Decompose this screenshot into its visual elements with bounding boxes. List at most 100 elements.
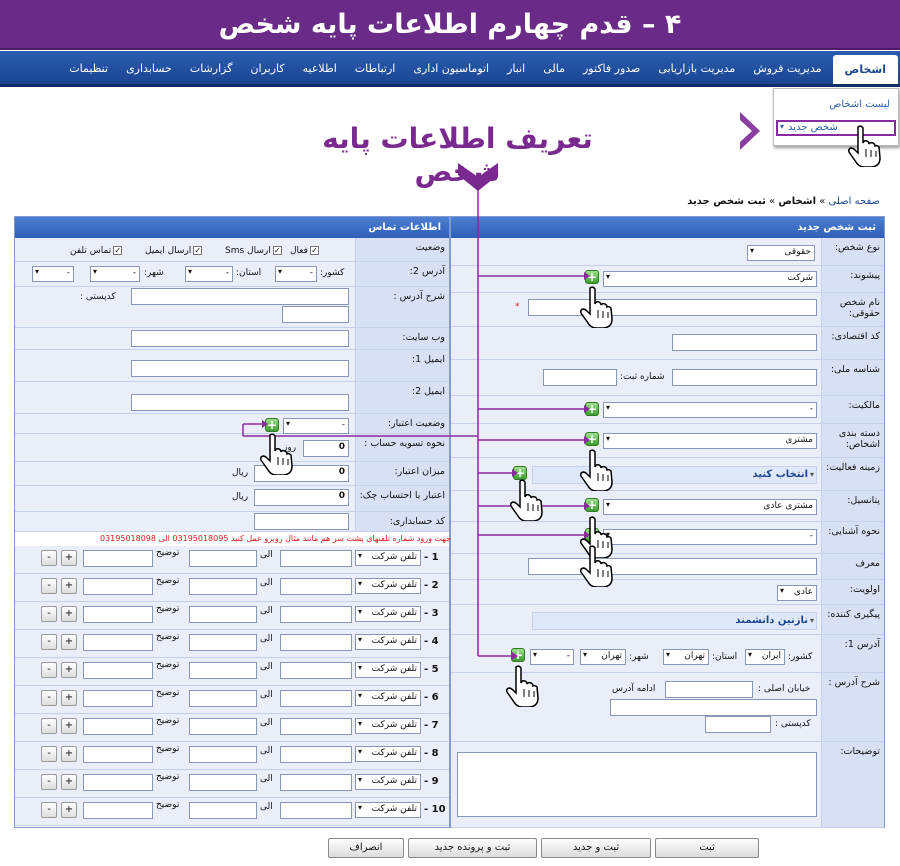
phone-type-select[interactable]: تلفن شرکت xyxy=(355,802,421,818)
referrer-input[interactable] xyxy=(528,558,817,575)
add-category-icon[interactable]: + xyxy=(585,432,599,446)
priority-select[interactable]: عادی xyxy=(777,585,817,601)
checkbox-active[interactable]: ✓فعال xyxy=(290,246,319,256)
phone-number-input[interactable] xyxy=(280,578,352,595)
postal-code-input[interactable] xyxy=(282,306,349,323)
province-select[interactable]: - xyxy=(185,266,233,282)
save-new-button[interactable]: ثبت و جدید xyxy=(541,838,651,858)
district-select[interactable]: - xyxy=(530,649,574,665)
phone-type-select[interactable]: تلفن شرکت xyxy=(355,662,421,678)
notes-textarea[interactable] xyxy=(457,752,817,817)
add-phone-button[interactable]: + xyxy=(61,690,77,706)
checkbox-sms[interactable]: ✓ارسال Sms xyxy=(225,246,282,256)
phone-to-input[interactable] xyxy=(189,690,257,707)
phone-to-input[interactable] xyxy=(189,634,257,651)
postal-code-input[interactable] xyxy=(705,716,771,733)
phone-type-select[interactable]: تلفن شرکت xyxy=(355,718,421,734)
menu-item-new-person[interactable]: شخص جدید xyxy=(776,120,896,136)
phone-desc-input[interactable] xyxy=(83,662,153,679)
activity-picker[interactable]: انتخاب کنید xyxy=(532,466,817,484)
nav-item-4[interactable]: مالی xyxy=(543,62,565,75)
add-activity-icon[interactable]: + xyxy=(513,466,527,480)
potential-select[interactable]: مشتری عادی xyxy=(603,499,817,515)
remove-phone-button[interactable]: - xyxy=(41,718,57,734)
phone-number-input[interactable] xyxy=(280,662,352,679)
address-desc-input[interactable] xyxy=(131,288,349,305)
add-phone-button[interactable]: + xyxy=(61,578,77,594)
email2-input[interactable] xyxy=(131,394,349,411)
nav-item-9[interactable]: کاربران xyxy=(250,62,285,75)
check-credit-input[interactable]: 0 xyxy=(254,489,349,506)
phone-type-select[interactable]: تلفن شرکت xyxy=(355,774,421,790)
legal-name-input[interactable] xyxy=(528,299,817,316)
nav-item-10[interactable]: گزارشات xyxy=(189,62,233,75)
phone-to-input[interactable] xyxy=(189,578,257,595)
economic-code-input[interactable] xyxy=(672,334,817,351)
phone-desc-input[interactable] xyxy=(83,746,153,763)
nav-item-6[interactable]: اتوماسیون اداری xyxy=(413,62,490,75)
save-button[interactable]: ثبت xyxy=(655,838,759,858)
phone-to-input[interactable] xyxy=(189,662,257,679)
phone-number-input[interactable] xyxy=(280,690,352,707)
settlement-days-input[interactable]: 0 xyxy=(303,440,349,457)
menu-item-people-list[interactable]: لیست اشخاص xyxy=(829,99,890,110)
nav-item-3[interactable]: صدور فاکتور xyxy=(583,62,641,75)
phone-number-input[interactable] xyxy=(280,746,352,763)
add-phone-button[interactable]: + xyxy=(61,718,77,734)
acquaint-select[interactable]: - xyxy=(603,529,817,545)
country-select[interactable]: ایران xyxy=(745,649,785,665)
phone-desc-input[interactable] xyxy=(83,774,153,791)
national-id-input[interactable] xyxy=(672,369,817,386)
nav-item-5[interactable]: انبار xyxy=(507,62,526,75)
email1-input[interactable] xyxy=(131,360,349,377)
credit-status-select[interactable]: - xyxy=(283,418,349,434)
phone-to-input[interactable] xyxy=(189,746,257,763)
follower-picker[interactable]: نازنین دانشمند xyxy=(532,612,817,630)
website-input[interactable] xyxy=(131,330,349,347)
remove-phone-button[interactable]: - xyxy=(41,690,57,706)
checkbox-email[interactable]: ✓ارسال ایمیل xyxy=(145,246,203,256)
phone-number-input[interactable] xyxy=(280,606,352,623)
category-select[interactable]: مشتری xyxy=(603,433,817,449)
main-street-input[interactable] xyxy=(665,681,753,698)
phone-number-input[interactable] xyxy=(280,802,352,819)
add-phone-button[interactable]: + xyxy=(61,550,77,566)
save-new-file-button[interactable]: ثبت و پرونده جدید xyxy=(408,838,537,858)
district-select[interactable]: - xyxy=(32,266,74,282)
prefix-select[interactable]: شرکت xyxy=(603,271,817,287)
add-phone-button[interactable]: + xyxy=(61,662,77,678)
phone-desc-input[interactable] xyxy=(83,550,153,567)
phone-to-input[interactable] xyxy=(189,774,257,791)
phone-to-input[interactable] xyxy=(189,718,257,735)
nav-item-1[interactable]: مدیریت فروش xyxy=(753,62,822,75)
breadcrumb-people[interactable]: اشخاص xyxy=(778,196,817,207)
add-phone-button[interactable]: + xyxy=(61,634,77,650)
phone-type-select[interactable]: تلفن شرکت xyxy=(355,606,421,622)
reg-number-input[interactable] xyxy=(543,369,617,386)
remove-phone-button[interactable]: - xyxy=(41,802,57,818)
phone-desc-input[interactable] xyxy=(83,690,153,707)
ownership-select[interactable]: - xyxy=(603,402,817,418)
breadcrumb-home[interactable]: صفحه اصلی xyxy=(828,196,880,207)
add-phone-button[interactable]: + xyxy=(61,746,77,762)
phone-desc-input[interactable] xyxy=(83,718,153,735)
country-select[interactable]: - xyxy=(275,266,317,282)
checkbox-phone[interactable]: ✓تماس تلفن xyxy=(70,246,123,256)
phone-number-input[interactable] xyxy=(280,774,352,791)
phone-desc-input[interactable] xyxy=(83,634,153,651)
phone-to-input[interactable] xyxy=(189,550,257,567)
nav-item-7[interactable]: ارتباطات xyxy=(354,62,396,75)
remove-phone-button[interactable]: - xyxy=(41,662,57,678)
phone-type-select[interactable]: تلفن شرکت xyxy=(355,690,421,706)
add-ownership-icon[interactable]: + xyxy=(585,402,599,416)
city-select[interactable]: تهران xyxy=(580,649,626,665)
remove-phone-button[interactable]: - xyxy=(41,634,57,650)
phone-type-select[interactable]: تلفن شرکت xyxy=(355,634,421,650)
person-type-select[interactable]: حقوقی xyxy=(747,245,815,261)
add-address-icon[interactable]: + xyxy=(511,648,525,662)
add-credit-status-icon[interactable]: + xyxy=(265,418,279,432)
phone-desc-input[interactable] xyxy=(83,802,153,819)
phone-number-input[interactable] xyxy=(280,634,352,651)
remove-phone-button[interactable]: - xyxy=(41,606,57,622)
phone-number-input[interactable] xyxy=(280,718,352,735)
